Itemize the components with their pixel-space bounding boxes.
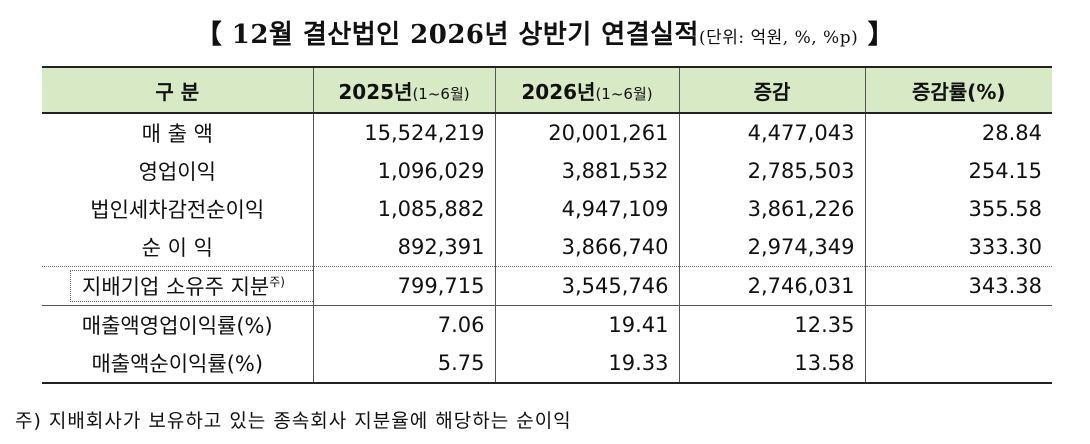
cell-2026: 3,866,740: [494, 228, 680, 267]
title-main: 【 12월 결산법인 2026년 상반기 연결실적: [195, 20, 699, 50]
cell-2025: 7.06: [312, 305, 496, 344]
cell-2025: 892,391: [312, 228, 496, 267]
footnote: 주) 지배회사가 보유하고 있는 종속회사 지분율에 해당하는 순이익: [15, 410, 572, 432]
cell-2026: 20,001,261: [494, 113, 680, 152]
row-label: 매 출 액: [42, 113, 314, 152]
cell-2026: 4,947,109: [494, 190, 680, 228]
cell-rate-empty: [864, 305, 1052, 384]
header-category: 구 분: [42, 66, 314, 114]
cell-2025: 5.75: [312, 344, 496, 384]
table-row-net-margin: 매출액순이익률(%) 5.75 19.33 13.58: [42, 344, 1052, 384]
header-2025: 2025년(1~6월): [312, 66, 496, 114]
row-label-cell: 지배기업 소유주 지분주): [42, 266, 314, 306]
cell-2025: 799,715: [312, 266, 496, 306]
cell-2026: 19.33: [494, 344, 680, 384]
table-row-net-income: 순 이 익 892,391 3,866,740 2,974,349 333.30: [42, 228, 1052, 267]
row-label: 영업이익: [42, 152, 314, 190]
row-label: 법인세차감전순이익: [42, 190, 314, 228]
cell-change: 2,746,031: [678, 266, 866, 306]
cell-rate: 254.15: [864, 152, 1052, 190]
row-label: 매출액순이익률(%): [42, 344, 314, 384]
header-row: 구 분 2025년(1~6월) 2026년(1~6월) 증감 증감률(%): [42, 66, 1052, 114]
cell-change: 12.35: [678, 305, 866, 344]
header-change: 증감: [678, 66, 866, 114]
footnote-marker: 주): [269, 275, 285, 289]
cell-change: 4,477,043: [678, 113, 866, 152]
cell-rate: 343.38: [864, 266, 1052, 306]
cell-2025: 1,085,882: [312, 190, 496, 228]
table-row-operating-margin: 매출액영업이익률(%) 7.06 19.41 12.35: [42, 305, 1052, 384]
table-row-operating-profit: 영업이익 1,096,029 3,881,532 2,785,503 254.1…: [42, 152, 1052, 190]
header-change-rate: 증감률(%): [864, 66, 1052, 114]
title-close: 】: [858, 20, 895, 50]
row-label: 매출액영업이익률(%): [42, 305, 314, 344]
table-row-controlling-interest: 지배기업 소유주 지분주) 799,715 3,545,746 2,746,03…: [42, 266, 1052, 306]
cell-rate: 28.84: [864, 113, 1052, 152]
cell-2026: 3,881,532: [494, 152, 680, 190]
cell-2026: 19.41: [494, 305, 680, 344]
row-label: 순 이 익: [42, 228, 314, 267]
cell-change: 2,785,503: [678, 152, 866, 190]
table-row-pretax-income: 법인세차감전순이익 1,085,882 4,947,109 3,861,226 …: [42, 190, 1052, 228]
cell-2025: 15,524,219: [312, 113, 496, 152]
report-title: 【 12월 결산법인 2026년 상반기 연결실적(단위: 억원, %, %p)…: [0, 14, 1090, 51]
results-table: 구 분 2025년(1~6월) 2026년(1~6월) 증감 증감률(%) 매 …: [42, 66, 1052, 384]
cell-rate: 333.30: [864, 228, 1052, 267]
cell-change: 2,974,349: [678, 228, 866, 267]
cell-change: 3,861,226: [678, 190, 866, 228]
header-2026: 2026년(1~6월): [494, 66, 680, 114]
title-unit: (단위: 억원, %, %p): [698, 28, 859, 48]
row-label: 지배기업 소유주 지분: [82, 275, 270, 299]
cell-rate: 355.58: [864, 190, 1052, 228]
cell-change: 13.58: [678, 344, 865, 384]
table-row-revenue: 매 출 액 15,524,219 20,001,261 4,477,043 28…: [42, 113, 1052, 152]
cell-2025: 1,096,029: [312, 152, 496, 190]
cell-2026: 3,545,746: [494, 266, 680, 306]
